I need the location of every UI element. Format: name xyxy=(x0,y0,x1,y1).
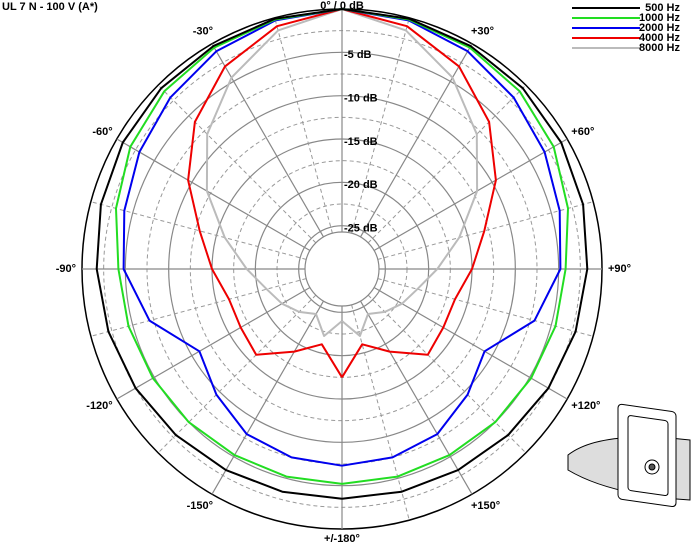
theta-tick-label: -60° xyxy=(92,126,112,138)
legend-label: 4000 Hz xyxy=(639,32,680,44)
minor-spoke xyxy=(377,278,594,337)
theta-tick-label: -90° xyxy=(56,263,76,275)
legend-label: 500 Hz xyxy=(645,2,680,14)
grid-spoke xyxy=(211,300,325,495)
minor-spoke xyxy=(351,17,410,234)
r-tick-label: -10 dB xyxy=(344,93,378,105)
theta-tick-label: +120° xyxy=(571,400,600,412)
center-hole xyxy=(304,231,380,307)
theta-tick-label: 0° / 0 dB xyxy=(320,0,364,12)
minor-spoke xyxy=(274,17,333,234)
minor-spoke xyxy=(367,84,527,244)
grid-spoke xyxy=(373,286,568,400)
grid xyxy=(81,8,603,530)
theta-tick-label: +/-180° xyxy=(324,533,360,543)
minor-spoke xyxy=(157,84,317,244)
legend-label: 1000 Hz xyxy=(639,12,680,24)
theta-tick-label: -120° xyxy=(86,400,112,412)
grid-spoke xyxy=(359,300,473,495)
legend-label: 2000 Hz xyxy=(639,22,680,34)
r-tick-label: -25 dB xyxy=(344,223,378,235)
r-tick-label: -15 dB xyxy=(344,136,378,148)
theta-tick-label: -30° xyxy=(193,26,213,38)
speaker-icon xyxy=(567,403,691,507)
minor-spoke xyxy=(157,294,317,454)
series-line xyxy=(95,8,589,500)
legend-label: 8000 Hz xyxy=(639,42,680,54)
theta-tick-label: -150° xyxy=(187,500,213,512)
grid-spoke xyxy=(211,43,325,238)
r-tick-label: -5 dB xyxy=(344,49,372,61)
minor-spoke xyxy=(90,201,307,260)
r-tick-label: -20 dB xyxy=(344,179,378,191)
chart-title: UL 7 N - 100 V (A*) xyxy=(2,1,98,13)
theta-tick-label: +90° xyxy=(608,263,631,275)
grid-spoke xyxy=(116,286,311,400)
grid-spoke xyxy=(116,138,311,252)
minor-spoke xyxy=(90,278,307,337)
grid-spoke xyxy=(359,43,473,238)
minor-spoke xyxy=(351,304,410,521)
theta-tick-label: +60° xyxy=(571,126,594,138)
grid-spoke xyxy=(373,138,568,252)
theta-tick-label: +150° xyxy=(471,500,500,512)
theta-tick-label: +30° xyxy=(471,26,494,38)
minor-spoke xyxy=(377,201,594,260)
minor-spoke xyxy=(367,294,527,454)
